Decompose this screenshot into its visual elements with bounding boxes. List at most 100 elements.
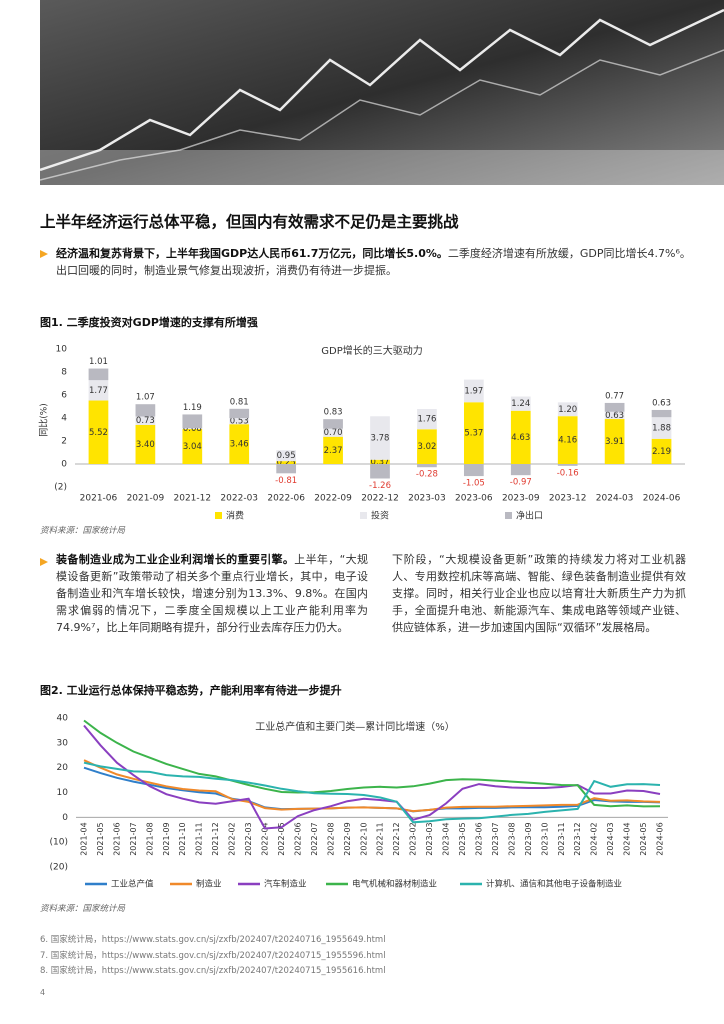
x-tick-label: 2023-12 <box>573 822 582 855</box>
legend-swatch <box>505 512 512 519</box>
x-tick-label: 2021-09 <box>162 822 171 855</box>
value-label: 3.40 <box>136 440 155 450</box>
value-label: 5.52 <box>89 428 108 438</box>
x-tick-label: 2021-08 <box>145 822 154 855</box>
value-label: 1.88 <box>652 424 671 434</box>
legend-label: 投资 <box>371 510 389 522</box>
value-label: -1.26 <box>369 481 391 491</box>
bar <box>323 428 343 437</box>
x-tick-label: 2023-09 <box>524 822 533 855</box>
value-label: 4.63 <box>511 433 530 443</box>
x-tick-label: 2021-10 <box>178 822 187 855</box>
x-tick-label: 2021-04 <box>80 822 89 855</box>
line <box>83 724 661 830</box>
legend-label: 汽车制造业 <box>264 879 307 890</box>
value-label: 1.76 <box>417 415 436 425</box>
bar <box>276 464 297 474</box>
value-label: 0.63 <box>652 398 671 408</box>
bar <box>604 419 625 464</box>
bar <box>557 402 578 417</box>
legend-label: 消费 <box>226 510 244 522</box>
x-tick-label: 2023-07 <box>491 822 500 855</box>
bar <box>323 436 343 464</box>
value-label: 3.46 <box>230 440 249 450</box>
y-tick-label: 4 <box>61 414 67 424</box>
legend-label: 电气机械和器材制造业 <box>352 879 437 890</box>
bar <box>182 429 203 464</box>
bar <box>417 464 437 468</box>
source: 资料来源：国家统计局 <box>40 526 126 536</box>
footnote: 6. 国家统计局，https://www.stats.gov.cn/sj/zxf… <box>40 935 386 945</box>
value-label: -0.16 <box>557 468 579 478</box>
x-tick-label: 2022-02 <box>228 822 237 855</box>
value-label: 2.37 <box>324 446 343 456</box>
legend-label: 制造业 <box>196 879 222 890</box>
bar <box>182 414 203 429</box>
value-label: -0.28 <box>416 470 438 480</box>
bar <box>370 459 390 464</box>
figure-caption: 图2. 工业运行总体保持平稳态势，产能利用率有待进一步提升 <box>40 684 342 697</box>
y-tick-label: 30 <box>57 738 69 748</box>
legend-swatch <box>215 512 222 519</box>
x-tick-label: 2024-06 <box>643 494 681 504</box>
bar <box>135 424 156 464</box>
bar <box>229 424 250 464</box>
x-tick-label: 2021-09 <box>127 494 165 504</box>
x-tick-label: 2022-12 <box>392 822 401 855</box>
y-tick-label: 10 <box>56 345 68 355</box>
x-tick-label: 2023-02 <box>409 822 418 855</box>
x-tick-label: 2022-07 <box>310 822 319 855</box>
value-label: -1.05 <box>463 479 485 489</box>
chart-title: GDP增长的三大驱动力 <box>321 344 422 357</box>
value-label: 1.19 <box>183 403 202 413</box>
value-label: 1.24 <box>511 399 530 409</box>
value-label: -0.97 <box>510 478 532 488</box>
x-tick-label: 2023-03 <box>425 822 434 855</box>
bullet-icon <box>40 250 48 258</box>
x-tick-label: 2022-09 <box>314 494 352 504</box>
legend-label: 净出口 <box>516 510 543 522</box>
figure-caption: 图1. 二季度投资对GDP增速的支撑有所增强 <box>40 316 258 329</box>
bar <box>651 438 672 464</box>
text: 二季度经济增速有所放缓，GDP同比增长4.7%⁶。出口回暖的同时，制造业景气修复… <box>56 247 691 277</box>
bar <box>323 419 343 429</box>
x-tick-label: 2022-08 <box>326 822 335 855</box>
x-tick-label: 2022-06 <box>293 822 302 855</box>
x-tick-label: 2022-09 <box>343 822 352 855</box>
x-tick-label: 2023-05 <box>458 822 467 855</box>
y-tick-label: (20) <box>50 863 68 873</box>
value-label: 1.20 <box>558 405 577 415</box>
source: 资料来源：国家统计局 <box>40 904 126 914</box>
y-tick-label: 20 <box>57 763 69 773</box>
footnote: 7. 国家统计局，https://www.stats.gov.cn/sj/zxf… <box>40 951 386 961</box>
value-label: 5.37 <box>464 429 483 439</box>
y-tick-label: 2 <box>61 437 67 447</box>
bar <box>135 416 156 425</box>
x-tick-label: 2021-12 <box>211 822 220 855</box>
y-tick-label: 8 <box>61 368 67 378</box>
bar <box>417 429 437 464</box>
y-tick-label: (10) <box>50 838 68 848</box>
x-tick-label: 2023-06 <box>474 822 483 855</box>
x-tick-label: 2023-10 <box>540 822 549 855</box>
x-tick-label: 2022-10 <box>359 822 368 855</box>
paragraph: 下阶段，“大规模设备更新”政策的持续发力将对工业机器人、专用数控机床等高端、智能… <box>392 553 686 634</box>
section-title: 上半年经济运行总体平稳，但国内有效需求不足仍是主要挑战 <box>40 213 459 231</box>
x-tick-label: 2022-06 <box>267 494 305 504</box>
x-tick-label: 2022-03 <box>220 494 258 504</box>
x-tick-label: 2021-11 <box>195 822 204 855</box>
y-axis-label: 同比(%) <box>38 403 50 437</box>
value-label: 4.16 <box>558 436 577 446</box>
bar <box>370 416 390 460</box>
paragraph: 经济温和复苏背景下，上半年我国GDP达人民币61.7万亿元，同比增长5.0%。二… <box>56 245 696 279</box>
y-tick-label: 10 <box>57 788 69 798</box>
x-tick-label: 2021-12 <box>174 494 212 504</box>
value-label: 0.37 <box>371 457 390 467</box>
bar <box>88 380 109 401</box>
paragraph: 装备制造业成为工业企业利润增长的重要引擎。上半年，“大规模设备更新”政策带动了相… <box>56 551 368 636</box>
value-label: 0.08 <box>183 424 202 434</box>
x-tick-label: 2022-11 <box>376 822 385 855</box>
value-label: 3.02 <box>417 442 436 452</box>
x-tick-label: 2021-07 <box>129 822 138 855</box>
